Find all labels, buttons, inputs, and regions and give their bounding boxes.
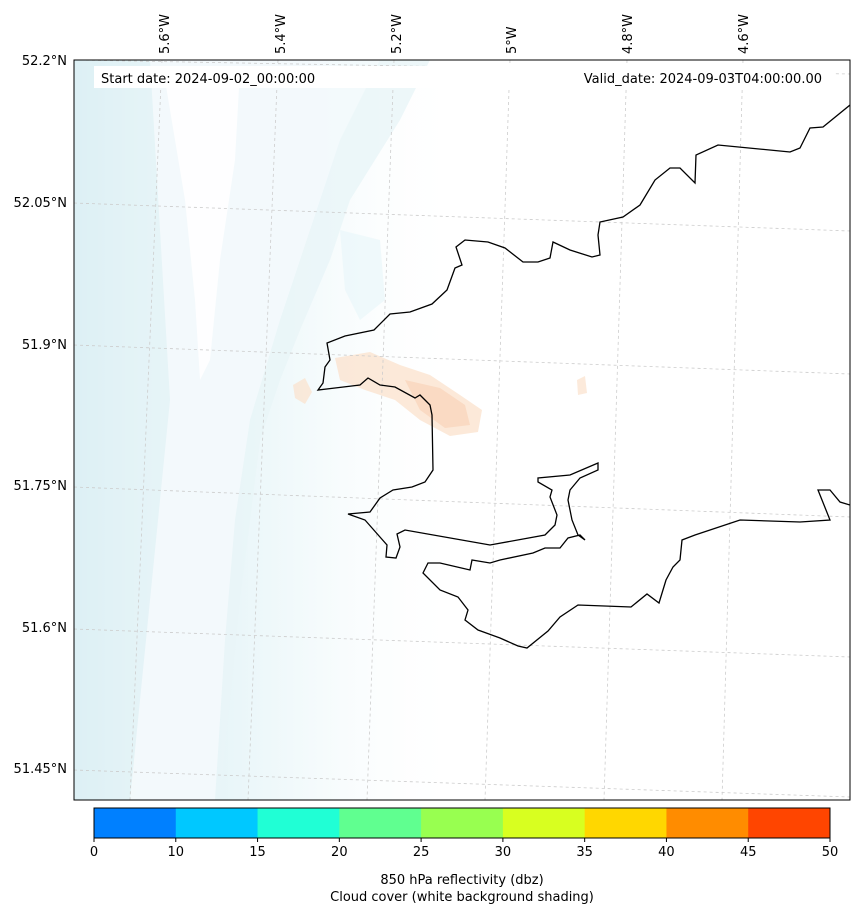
colorbar-tick-label: 30 — [495, 845, 512, 860]
lat-label: 51.6°N — [22, 621, 67, 636]
latitude-labels: 52.2°N 52.05°N 51.9°N 51.75°N 51.6°N 51.… — [14, 54, 67, 777]
lon-label: 5°W — [505, 26, 520, 54]
coastline — [316, 104, 850, 649]
colorbar-label-line1: 850 hPa reflectivity (dbz) — [380, 873, 543, 888]
colorbar-segment — [257, 808, 340, 838]
lat-label: 51.45°N — [14, 762, 67, 777]
lat-label: 51.9°N — [22, 338, 67, 353]
lon-label: 5.6°W — [158, 14, 173, 54]
colorbar-ticks: 0 10 15 20 25 30 35 40 45 50 — [90, 838, 838, 860]
colorbar-segment — [94, 808, 177, 838]
colorbar-tick-label: 0 — [90, 845, 98, 860]
colorbar-tick-label: 25 — [413, 845, 430, 860]
longitude-labels: 5.6°W 5.4°W 5.2°W 5°W 4.8°W 4.6°W — [158, 14, 752, 54]
colorbar-segment — [584, 808, 667, 838]
map-frame — [73, 59, 851, 801]
colorbar-tick-label: 35 — [576, 845, 593, 860]
lat-label: 52.05°N — [14, 196, 67, 211]
lon-label: 4.8°W — [621, 14, 636, 54]
colorbar — [93, 807, 831, 839]
colorbar-tick-label: 40 — [658, 845, 675, 860]
lon-label: 5.4°W — [274, 14, 289, 54]
colorbar-frame — [93, 807, 831, 839]
colorbar-tick-label: 10 — [168, 845, 185, 860]
start-date-label: Start date: 2024-09-02_00:00:00 — [101, 72, 315, 87]
map-panel — [74, 60, 850, 800]
lat-label: 51.75°N — [14, 479, 67, 494]
colorbar-segment — [339, 808, 422, 838]
colorbar-label-line2: Cloud cover (white background shading) — [330, 890, 594, 905]
header-backdrop — [94, 66, 834, 88]
colorbar-tick-label: 45 — [740, 845, 757, 860]
colorbar-tick-label: 20 — [331, 845, 348, 860]
colorbar-segment — [748, 808, 831, 838]
lon-label: 4.6°W — [737, 14, 752, 54]
colorbar-segment — [421, 808, 504, 838]
colorbar-segment — [502, 808, 586, 838]
lon-label: 5.2°W — [390, 14, 405, 54]
colorbar-segment — [175, 808, 259, 838]
lat-label: 52.2°N — [22, 54, 67, 69]
colorbar-tick-label: 50 — [822, 845, 839, 860]
valid-date-label: Valid_date: 2024-09-03T04:00:00.00 — [584, 72, 822, 87]
colorbar-segment — [666, 808, 749, 838]
colorbar-tick-label: 15 — [249, 845, 266, 860]
